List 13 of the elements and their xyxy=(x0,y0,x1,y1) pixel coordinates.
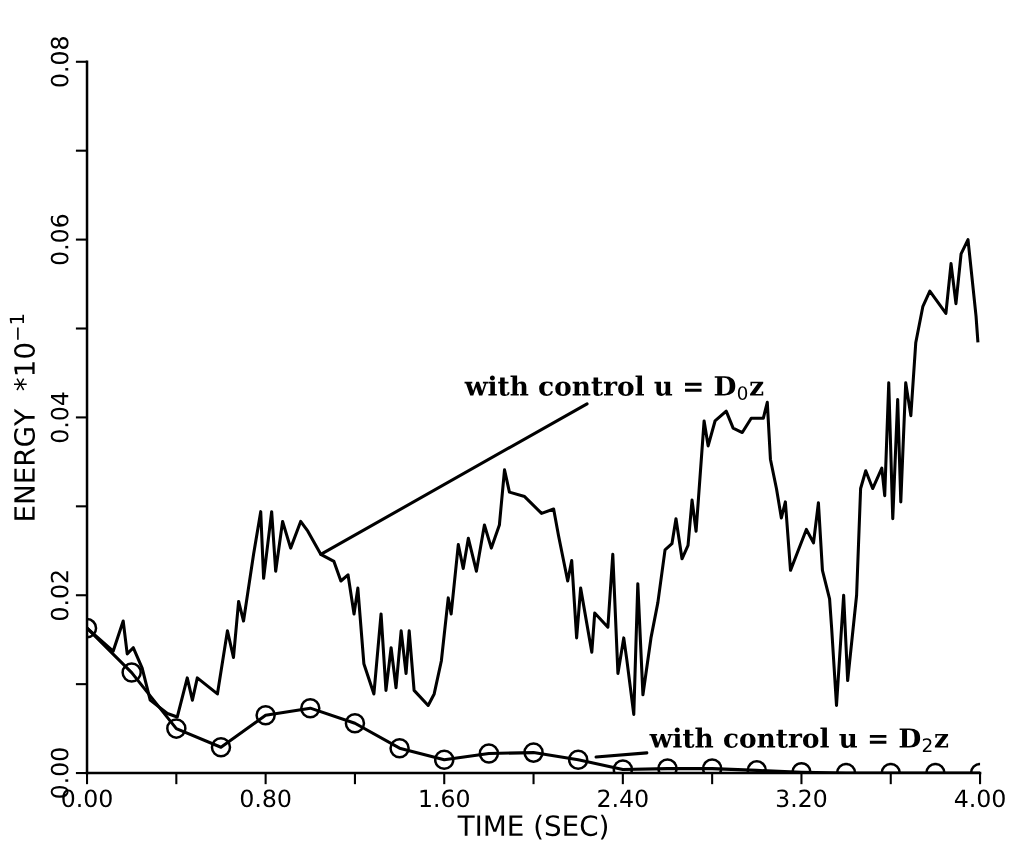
y-tick-label: 0.08 xyxy=(50,37,69,87)
x-tick-label: 1.60 xyxy=(420,789,469,808)
y-axis-title: ENERGY *10$^{−1}$ xyxy=(9,314,36,520)
x-tick-label: 0.80 xyxy=(240,789,291,808)
x-tick-label: 4.00 xyxy=(954,789,1005,808)
annotation: with control u = D$_{2}$z xyxy=(649,727,949,752)
y-tick-label: 0.06 xyxy=(50,214,69,265)
x-tick-label: 2.40 xyxy=(598,789,648,808)
annotation: with control u = D$_{0}$z xyxy=(464,375,764,401)
x-axis-title: TIME (SEC) xyxy=(457,814,608,840)
y-tick-label: 0.02 xyxy=(50,571,69,620)
x-tick-label: 3.20 xyxy=(776,789,827,808)
y-tick-label: 0.04 xyxy=(50,392,69,443)
